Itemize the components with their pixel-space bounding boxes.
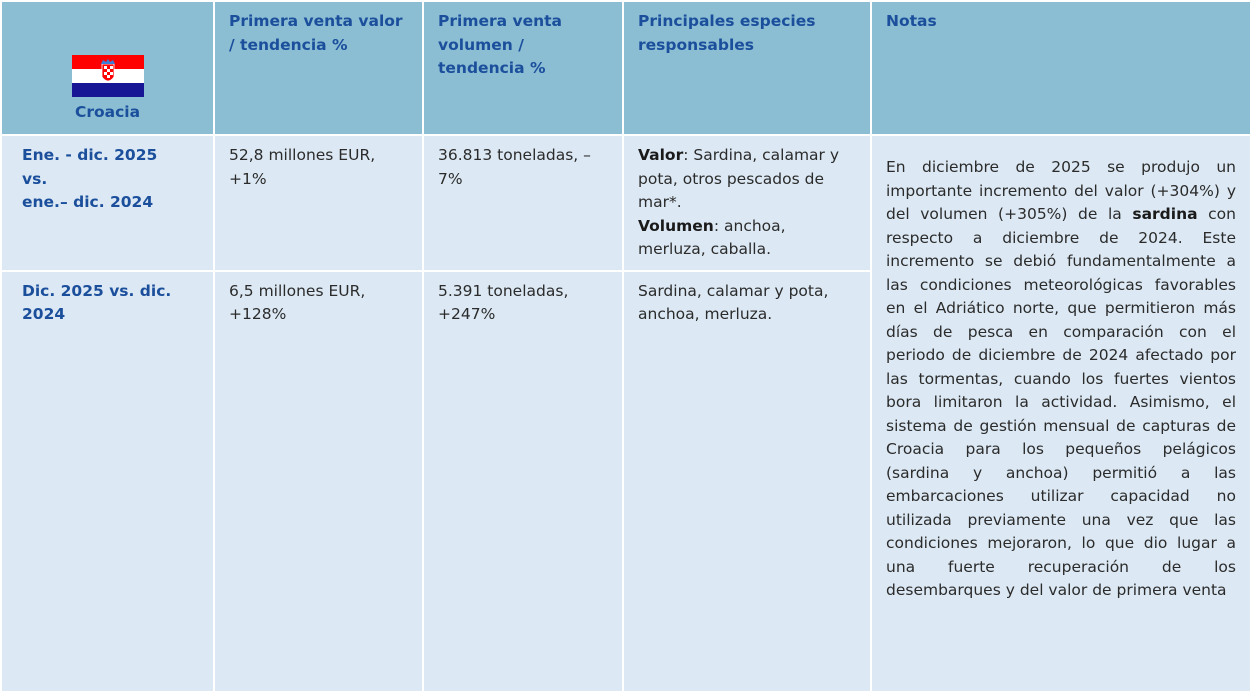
country-cell: Croacia: [0, 0, 215, 136]
data-row: Ene. - dic. 2025 vs. ene.– dic. 2024 52,…: [0, 134, 1250, 691]
notes-text: En diciembre de 2025 se produjo un impor…: [886, 158, 1236, 223]
column-header: Primera venta volumen / tendencia %: [422, 0, 624, 136]
volume-cell: 5.391 toneladas, +247%: [422, 269, 624, 691]
data-row: Dic. 2025 vs. dic. 2024 6,5 millones EUR…: [0, 269, 1250, 691]
period-line: vs.: [22, 169, 48, 188]
period-line: Dic. 2025 vs. dic. 2024: [22, 281, 172, 324]
column-header: Principales especies responsables: [622, 0, 872, 136]
species-label: Valor: [638, 146, 684, 164]
period-cell: Dic. 2025 vs. dic. 2024: [0, 269, 215, 691]
notes-bold: sardina: [1132, 205, 1198, 223]
country-name: Croacia: [74, 102, 141, 121]
period-cell: Ene. - dic. 2025 vs. ene.– dic. 2024: [0, 134, 215, 272]
value-cell: 6,5 millones EUR, +128%: [213, 269, 424, 691]
species-line: Valor: Sardina, calamar y pota, otros pe…: [638, 144, 856, 215]
notes-text: con respecto a diciembre de 2024. Este i…: [886, 205, 1236, 599]
column-header: Notas: [870, 0, 1250, 136]
species-cell: Sardina, calamar y pota, anchoa, merluza…: [622, 269, 872, 691]
period-line: Ene. - dic. 2025: [22, 146, 158, 164]
species-label: Volumen: [638, 216, 714, 235]
flag: [71, 54, 144, 97]
species-text: : Sardina, calamar y pota, otros pescado…: [638, 146, 840, 211]
species-cell: Valor: Sardina, calamar y pota, otros pe…: [622, 134, 872, 272]
notes-cell: En diciembre de 2025 se produjo un impor…: [870, 134, 1250, 691]
species-text: Sardina, calamar y pota, anchoa, merluza…: [638, 281, 829, 324]
period-line: ene.– dic. 2024: [22, 193, 154, 211]
species-text: : anchoa, merluza, caballa.: [638, 216, 786, 259]
value-cell: 52,8 millones EUR, +1%: [213, 134, 424, 272]
header-row: Croacia Primera venta valor / tendencia …: [0, 0, 1250, 136]
species-line: Volumen: anchoa, merluza, caballa.: [638, 215, 856, 262]
volume-cell: 36.813 toneladas, –7%: [422, 134, 624, 272]
column-header: Primera venta valor / tendencia %: [213, 0, 424, 136]
